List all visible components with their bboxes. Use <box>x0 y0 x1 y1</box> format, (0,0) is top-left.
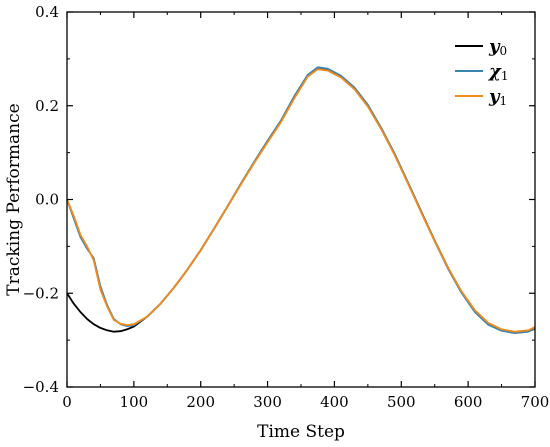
legend-label: y1 <box>488 86 507 108</box>
x-tick-label: 200 <box>186 393 215 411</box>
series-line-χ1 <box>66 66 536 334</box>
y-tick-label: −0.4 <box>23 378 59 396</box>
x-tick-label: 400 <box>320 393 349 411</box>
x-tick-label: 100 <box>120 393 149 411</box>
legend-label: y0 <box>488 36 507 58</box>
legend: y0 χ1 y1 <box>455 36 508 108</box>
series-line-y1 <box>66 68 536 333</box>
y-axis-title: Tracking Performance <box>4 103 24 295</box>
axis-ticks: 0 100 200 300 400 500 600 700 −0.4 −0.2 0.0 0.2 0.4 <box>23 3 550 411</box>
series-line-y0 <box>66 67 536 334</box>
plot-lines <box>66 66 536 334</box>
x-tick-label: 0 <box>62 393 72 411</box>
y-tick-label: −0.2 <box>23 284 59 302</box>
x-tick-label: 600 <box>454 393 483 411</box>
x-tick-label: 700 <box>521 393 550 411</box>
plot-frame <box>66 11 536 388</box>
x-axis-title: Time Step <box>257 422 345 442</box>
x-tick-label: 500 <box>387 393 416 411</box>
y-tick-label: 0.2 <box>35 97 59 115</box>
x-tick-label: 300 <box>253 393 282 411</box>
y-tick-label: 0.0 <box>35 191 59 209</box>
legend-label: χ1 <box>487 61 508 83</box>
y-tick-label: 0.4 <box>35 3 59 21</box>
